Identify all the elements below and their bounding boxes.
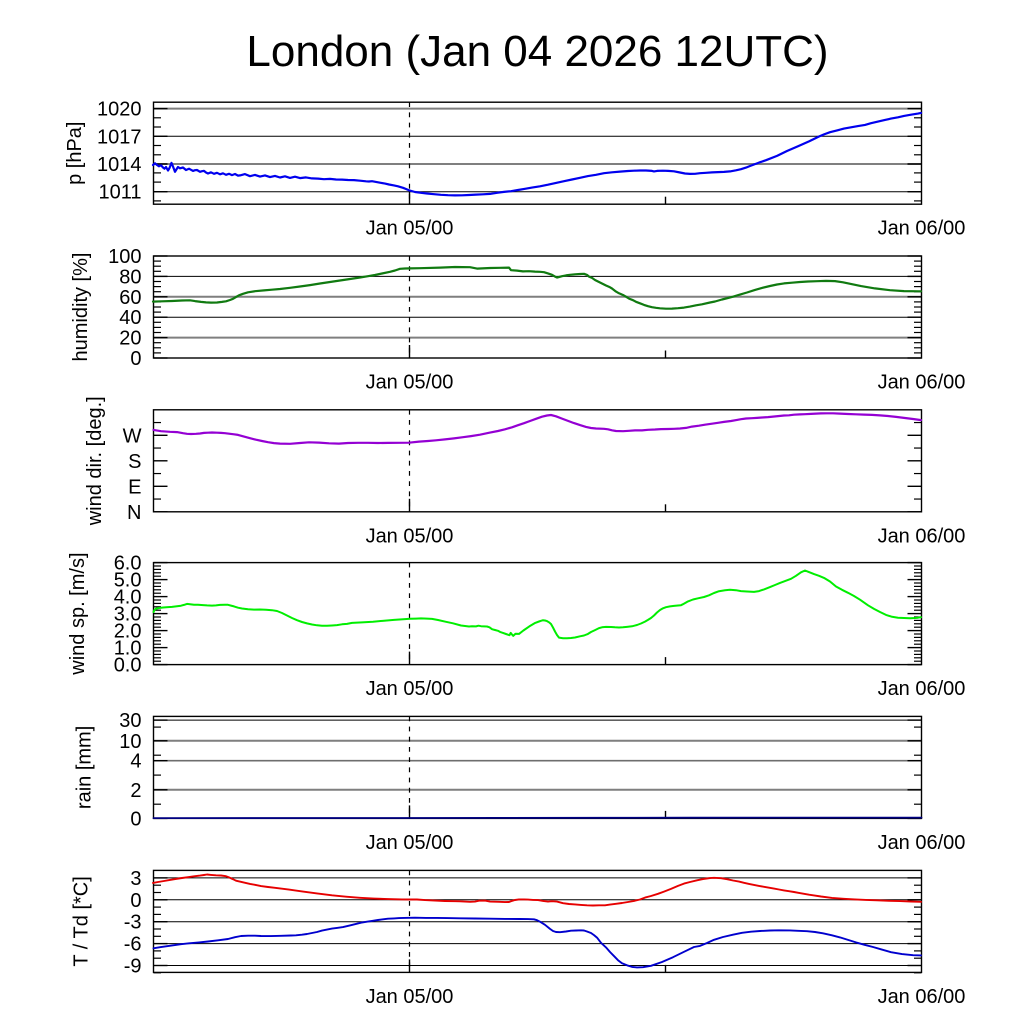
svg-text:1014: 1014 [97,154,142,176]
svg-text:Jan 05/00: Jan 05/00 [366,372,454,394]
svg-text:0: 0 [130,348,141,370]
svg-text:40: 40 [119,307,141,329]
svg-text:0.0: 0.0 [114,655,142,677]
svg-text:Jan 05/00: Jan 05/00 [366,832,454,854]
svg-text:Jan 06/00: Jan 06/00 [878,986,966,1008]
svg-text:Jan 06/00: Jan 06/00 [878,525,966,547]
svg-text:20: 20 [119,328,141,350]
svg-text:10: 10 [119,731,141,753]
svg-text:0: 0 [130,890,141,912]
svg-text:E: E [128,476,141,498]
svg-text:1.0: 1.0 [114,638,142,660]
svg-text:30: 30 [119,710,141,732]
svg-text:4: 4 [130,751,141,773]
svg-text:3: 3 [130,868,141,890]
svg-text:rain [mm]: rain [mm] [74,726,96,809]
svg-text:Jan 06/00: Jan 06/00 [878,372,966,394]
svg-text:Jan 05/00: Jan 05/00 [366,525,454,547]
svg-text:2: 2 [130,780,141,802]
svg-text:6.0: 6.0 [114,553,142,575]
svg-text:2.0: 2.0 [114,621,142,643]
svg-text:3.0: 3.0 [114,604,142,626]
svg-text:p [hPa]: p [hPa] [64,122,86,185]
svg-text:-6: -6 [124,934,142,956]
svg-text:1020: 1020 [97,99,142,121]
svg-text:W: W [123,425,142,447]
svg-text:Jan 06/00: Jan 06/00 [878,218,966,240]
svg-text:5.0: 5.0 [114,570,142,592]
svg-text:60: 60 [119,287,141,309]
svg-text:London (Jan 04 2026 12UTC): London (Jan 04 2026 12UTC) [246,27,828,76]
svg-text:T / Td [*C]: T / Td [*C] [70,876,92,966]
svg-text:0: 0 [130,808,141,830]
svg-text:80: 80 [119,266,141,288]
svg-text:100: 100 [108,246,141,268]
svg-text:wind sp. [m/s]: wind sp. [m/s] [67,552,89,675]
svg-text:Jan 05/00: Jan 05/00 [366,678,454,700]
svg-text:-3: -3 [124,912,142,934]
svg-text:Jan 06/00: Jan 06/00 [878,832,966,854]
svg-text:4.0: 4.0 [114,587,142,609]
svg-text:Jan 05/00: Jan 05/00 [366,218,454,240]
svg-text:N: N [127,502,141,524]
svg-text:1017: 1017 [97,126,142,148]
svg-text:wind dir. [deg.]: wind dir. [deg.] [84,396,106,526]
svg-text:humidity [%]: humidity [%] [70,253,92,362]
svg-text:Jan 06/00: Jan 06/00 [878,678,966,700]
svg-text:-9: -9 [124,956,142,978]
svg-text:S: S [128,451,141,473]
svg-text:Jan 05/00: Jan 05/00 [366,986,454,1008]
svg-text:1011: 1011 [98,182,141,204]
